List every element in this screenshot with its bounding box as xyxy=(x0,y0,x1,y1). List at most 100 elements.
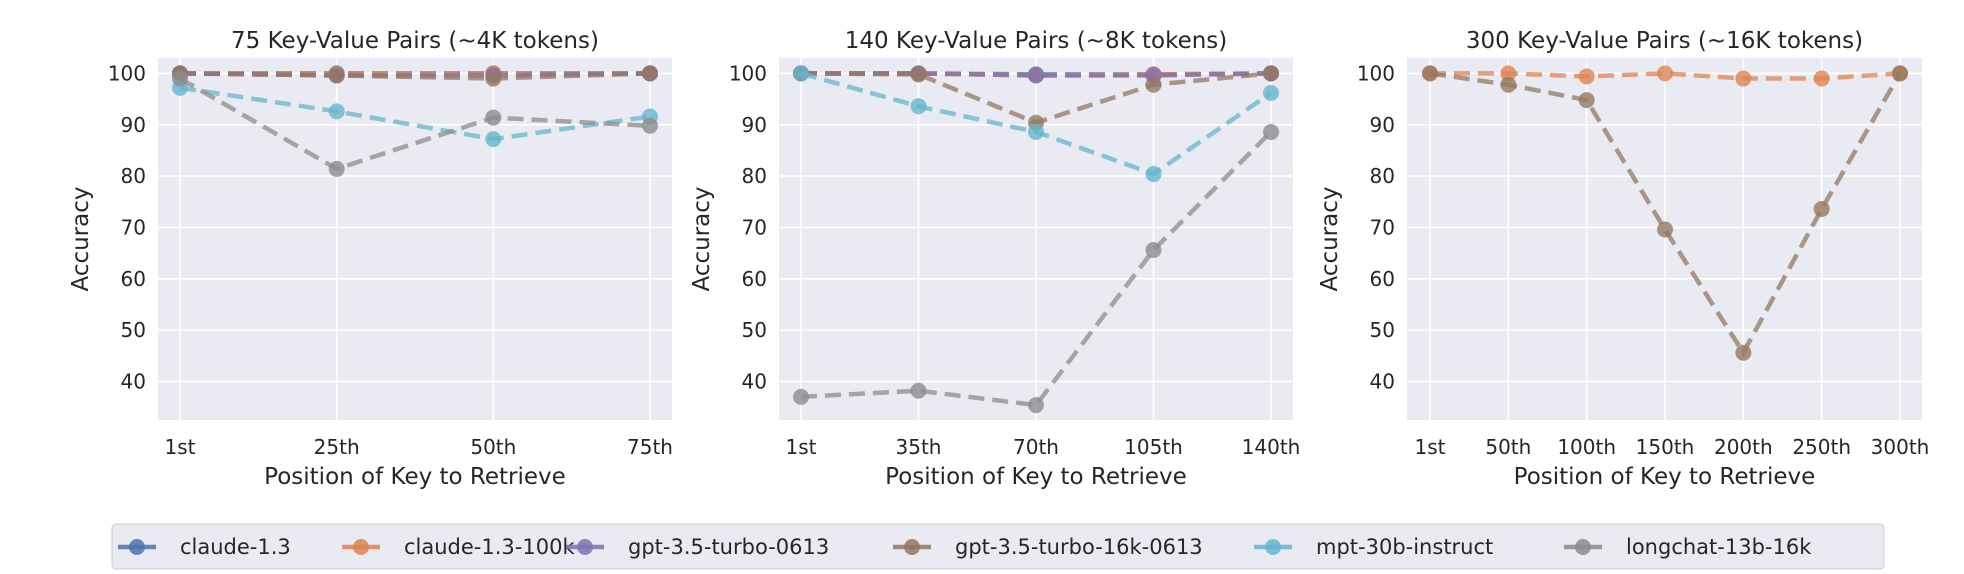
x-tick-label: 1st xyxy=(1415,435,1446,459)
chart-panel-2: 40 50 60 70 80 90 100 1st 35th 70th 105th 140th 140 … xyxy=(689,28,1300,490)
y-axis-label: Accuracy xyxy=(689,186,715,291)
legend-label: claude-1.3-100k xyxy=(404,535,575,559)
x-tick-label: 200th xyxy=(1714,435,1773,459)
data-point xyxy=(328,103,345,120)
data-point xyxy=(1813,70,1830,87)
x-tick-label: 75th xyxy=(627,435,673,459)
chart-panel-1: 40 50 60 70 80 90 100 1st 25th 50th 75th 75 Key-Val… xyxy=(68,28,673,490)
data-point xyxy=(1578,92,1595,109)
y-tick-label: 80 xyxy=(121,164,146,188)
legend-item-mpt-30b-instruct: mpt-30b-instruct xyxy=(1254,535,1493,559)
y-tick-label: 100 xyxy=(108,61,146,85)
data-point xyxy=(910,382,927,399)
x-tick-label: 35th xyxy=(896,435,942,459)
legend-label: claude-1.3 xyxy=(180,535,291,559)
data-point xyxy=(485,131,502,148)
data-point xyxy=(328,67,345,84)
data-point xyxy=(1145,166,1162,183)
y-tick-label: 60 xyxy=(742,267,767,291)
data-point xyxy=(1028,123,1044,140)
x-tick-label: 1st xyxy=(786,435,817,459)
x-tick-label: 105th xyxy=(1124,435,1183,459)
data-point xyxy=(1500,65,1517,82)
data-point xyxy=(485,70,502,87)
legend-swatch-marker xyxy=(353,539,369,555)
y-tick-label: 100 xyxy=(1357,61,1395,85)
data-point xyxy=(485,109,502,126)
legend-label: gpt-3.5-turbo-16k-0613 xyxy=(955,535,1203,559)
data-point xyxy=(1657,65,1673,82)
data-point xyxy=(793,65,809,82)
data-point xyxy=(1028,397,1044,414)
x-tick-label: 100th xyxy=(1557,435,1616,459)
chart-panel-3: 40 50 60 70 80 90 100 1st 50th 100th 150th 200th 250… xyxy=(1317,28,1929,490)
x-tick-label: 50th xyxy=(470,435,516,459)
data-point xyxy=(1263,84,1279,101)
y-tick-label: 90 xyxy=(1370,113,1395,137)
data-point xyxy=(1813,200,1830,217)
x-tick-label: 150th xyxy=(1636,435,1695,459)
data-point xyxy=(328,160,345,177)
legend-frame xyxy=(111,523,1885,570)
chart-title: 300 Key-Value Pairs (~16K tokens) xyxy=(1466,28,1863,54)
y-tick-label: 40 xyxy=(1370,369,1395,393)
legend-item-gpt-3-5-turbo-0613: gpt-3.5-turbo-0613 xyxy=(566,535,829,559)
data-point xyxy=(1500,76,1517,93)
data-point xyxy=(910,66,927,83)
legend-item-longchat-13b-16k: longchat-13b-16k xyxy=(1564,535,1812,559)
y-axis-label: Accuracy xyxy=(1317,186,1343,291)
legend-swatch-marker xyxy=(904,539,920,555)
series-line xyxy=(800,130,1273,408)
y-tick-label: 70 xyxy=(121,215,146,239)
y-tick-label: 90 xyxy=(742,113,767,137)
legend-item-claude-1-3-100k: claude-1.3-100k xyxy=(342,535,575,559)
legend-label: longchat-13b-16k xyxy=(1626,535,1812,559)
series-longchat-13b-16k xyxy=(172,70,658,177)
data-point xyxy=(1422,65,1438,82)
legend-item-gpt-3-5-turbo-16k-0613: gpt-3.5-turbo-16k-0613 xyxy=(893,535,1203,559)
x-tick-label: 25th xyxy=(314,435,360,459)
y-tick-label: 60 xyxy=(1370,267,1395,291)
data-point xyxy=(1145,242,1162,259)
series-line xyxy=(179,71,651,81)
series-gpt-3-5-turbo-16k-0613 xyxy=(1422,65,1908,361)
legend-swatch-marker xyxy=(577,539,593,555)
y-tick-label: 50 xyxy=(121,318,146,342)
y-tick-label: 50 xyxy=(1370,318,1395,342)
y-tick-label: 40 xyxy=(742,369,767,393)
data-point xyxy=(642,117,658,134)
data-point xyxy=(1145,76,1162,93)
x-axis-label: Position of Key to Retrieve xyxy=(264,464,566,490)
legend-swatch-marker xyxy=(1575,539,1591,555)
data-point xyxy=(172,70,188,87)
x-tick-label: 50th xyxy=(1485,435,1531,459)
data-point xyxy=(1263,65,1279,82)
legend-swatch-marker xyxy=(129,539,145,555)
data-point xyxy=(910,98,927,115)
y-tick-label: 70 xyxy=(1370,215,1395,239)
series-mpt-30b-instruct xyxy=(793,65,1279,183)
data-point xyxy=(1735,344,1752,361)
y-tick-label: 70 xyxy=(742,215,767,239)
data-point xyxy=(1028,67,1044,84)
data-point xyxy=(1735,70,1752,87)
chart-title: 75 Key-Value Pairs (~4K tokens) xyxy=(231,28,599,54)
legend-swatch-marker xyxy=(1265,539,1281,555)
series-longchat-13b-16k xyxy=(793,123,1279,414)
legend-label: gpt-3.5-turbo-0613 xyxy=(628,535,829,559)
legend-label: mpt-30b-instruct xyxy=(1316,535,1493,559)
data-point xyxy=(642,65,658,82)
x-tick-label: 250th xyxy=(1792,435,1851,459)
data-point xyxy=(1263,123,1279,140)
x-tick-label: 1st xyxy=(165,435,196,459)
y-tick-label: 60 xyxy=(121,267,146,291)
legend: claude-1.3 claude-1.3-100k gpt-3.5-turbo-0… xyxy=(111,523,1885,570)
y-tick-label: 90 xyxy=(121,113,146,137)
y-axis-label: Accuracy xyxy=(68,186,94,291)
y-tick-label: 80 xyxy=(1370,164,1395,188)
x-tick-label: 140th xyxy=(1242,435,1301,459)
plot-area xyxy=(158,58,672,420)
x-tick-label: 300th xyxy=(1871,435,1930,459)
chart-title: 140 Key-Value Pairs (~8K tokens) xyxy=(845,28,1228,54)
